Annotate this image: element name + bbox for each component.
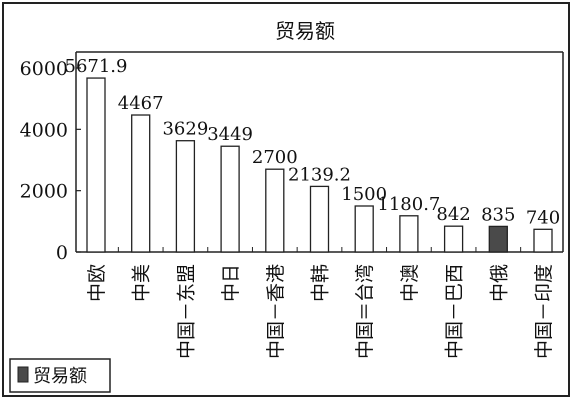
category-label: 中国－巴西 bbox=[444, 264, 466, 359]
bar bbox=[86, 77, 106, 253]
y-tick-label: 6000 bbox=[20, 58, 68, 80]
bar bbox=[175, 140, 196, 253]
category-label: 中日 bbox=[220, 264, 242, 302]
bars bbox=[86, 77, 553, 253]
bar bbox=[309, 185, 330, 253]
value-label: 842 bbox=[436, 204, 470, 225]
bar bbox=[443, 225, 464, 253]
category-label: 中澳 bbox=[399, 264, 421, 302]
value-label: 1180.7 bbox=[377, 194, 440, 215]
y-tick-label: 0 bbox=[56, 242, 68, 264]
y-tick-label: 2000 bbox=[20, 181, 68, 203]
value-label: 2139.2 bbox=[288, 164, 351, 185]
legend: 贸易额 bbox=[9, 358, 111, 393]
category-label: 中欧 bbox=[86, 264, 108, 302]
value-label: 740 bbox=[526, 207, 560, 228]
value-labels: 5671.9 4467 3629344927002139.215001180.784… bbox=[65, 56, 561, 228]
category-label: 中国－东盟 bbox=[175, 264, 197, 359]
value-label: 835 bbox=[481, 204, 515, 225]
value-label: 4467 bbox=[118, 93, 164, 114]
value-label: 5671.9 bbox=[65, 56, 128, 77]
category-label: 中韩 bbox=[310, 264, 332, 302]
category-label: 中美 bbox=[131, 264, 153, 302]
category-label: 中俄 bbox=[488, 264, 510, 302]
bar bbox=[131, 114, 151, 253]
value-label: 2700 bbox=[252, 147, 298, 168]
category-labels: 中欧 中美 中国－东盟 中日 中国－香港 中韩 中国＝台湾 中澳 中国－巴西 中俄 中国－印度 bbox=[86, 264, 555, 359]
bar bbox=[220, 145, 240, 253]
legend-swatch bbox=[17, 366, 29, 383]
legend-label: 贸易额 bbox=[33, 366, 87, 387]
bar bbox=[488, 225, 508, 253]
y-tick-label: 4000 bbox=[20, 119, 68, 141]
value-label: 1500 bbox=[341, 184, 387, 205]
bar bbox=[399, 215, 419, 253]
axes: 0 2000 4000 6000 bbox=[20, 51, 564, 264]
category-label: 中国－印度 bbox=[533, 264, 555, 359]
value-label: 3629 bbox=[162, 119, 208, 140]
chart-title: 贸易额 bbox=[275, 19, 335, 43]
bar bbox=[265, 168, 285, 253]
value-label: 3449 bbox=[207, 124, 253, 145]
category-label: 中国＝台湾 bbox=[354, 264, 376, 359]
bar bbox=[354, 205, 374, 253]
category-label: 中国－香港 bbox=[265, 264, 287, 359]
bar bbox=[533, 228, 553, 253]
